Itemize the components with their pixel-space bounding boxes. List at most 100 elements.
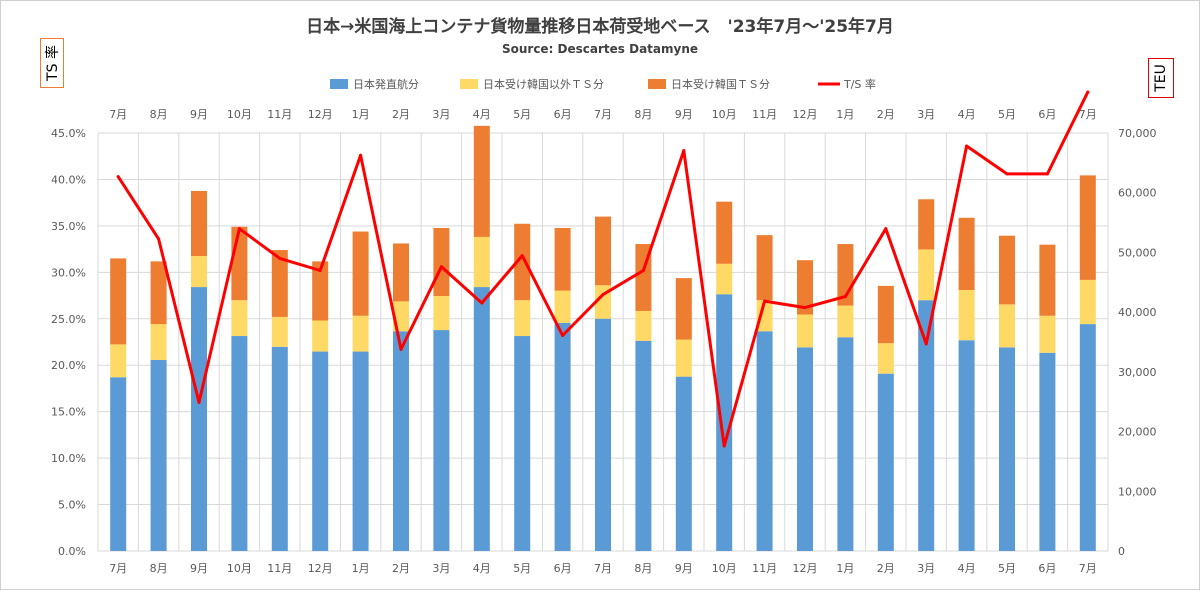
x-tick-label-bottom: 9月 <box>190 562 208 575</box>
bar-segment-0 <box>231 336 248 551</box>
x-tick-label-top: 1月 <box>352 108 370 121</box>
y-left-tick-label: 20.0% <box>51 359 86 372</box>
bar-segment-0 <box>312 351 329 551</box>
bar-segment-0 <box>110 377 127 551</box>
ts-rate-point <box>965 144 969 148</box>
bar-segment-2 <box>312 261 329 321</box>
bar-segment-0 <box>554 322 571 551</box>
y-left-tick-label: 0.0% <box>58 545 86 558</box>
bar-segment-2 <box>918 199 935 250</box>
bar-segment-1 <box>1039 315 1056 353</box>
bar-segment-1 <box>554 290 571 323</box>
bar-segment-2 <box>473 125 490 237</box>
x-tick-label-bottom: 2月 <box>392 562 410 575</box>
x-tick-label-bottom: 12月 <box>793 562 818 575</box>
bar-segment-0 <box>675 376 692 551</box>
bar-segment-1 <box>150 324 167 360</box>
bar-segment-0 <box>473 287 490 551</box>
ts-rate-point <box>359 153 363 157</box>
bar-segment-2 <box>797 260 813 315</box>
y-right-tick-label: 50,000 <box>1118 246 1157 259</box>
bar-segment-1 <box>1079 279 1096 325</box>
bar-segment-2 <box>1079 175 1096 280</box>
ts-rate-point <box>561 333 565 337</box>
legend-swatch-1 <box>460 79 478 89</box>
bar-segment-2 <box>716 201 733 264</box>
chart-subtitle: Source: Descartes Datamyne <box>501 42 699 56</box>
x-tick-label-bottom: 3月 <box>917 562 935 575</box>
y-right-tick-label: 10,000 <box>1118 485 1157 498</box>
y-right-tick-label: 30,000 <box>1118 366 1157 379</box>
y-left-tick-label: 40.0% <box>51 173 86 186</box>
bar-segment-0 <box>797 347 813 551</box>
bar-segment-2 <box>150 261 167 325</box>
x-tick-label-top: 9月 <box>190 108 208 121</box>
x-tick-label-bottom: 8月 <box>150 562 168 575</box>
bar-segment-2 <box>514 223 531 301</box>
x-tick-label-bottom: 5月 <box>513 562 531 575</box>
x-tick-label-top: 4月 <box>958 108 976 121</box>
bar-segment-1 <box>514 300 531 337</box>
bar-segment-2 <box>1039 244 1056 316</box>
ts-rate-point <box>399 347 403 351</box>
x-tick-label-bottom: 9月 <box>675 562 693 575</box>
x-tick-label-top: 6月 <box>1038 108 1056 121</box>
ts-rate-point <box>197 400 201 404</box>
bar-segment-1 <box>716 263 733 295</box>
legend-label-3: T/S 率 <box>843 77 876 91</box>
x-tick-label-bottom: 1月 <box>836 562 854 575</box>
bar-segment-2 <box>271 250 288 317</box>
bar-segment-2 <box>433 227 450 297</box>
x-tick-label-bottom: 7月 <box>109 562 127 575</box>
right-axis-label-box: TEU <box>1148 58 1174 98</box>
bar-segment-0 <box>433 330 450 551</box>
y-right-tick-label: 70,000 <box>1118 127 1157 140</box>
x-tick-label-top: 8月 <box>150 108 168 121</box>
x-tick-label-top: 2月 <box>392 108 410 121</box>
legend-label-1: 日本受け韓国以外ＴＳ分 <box>483 77 604 91</box>
x-tick-label-bottom: 11月 <box>267 562 292 575</box>
legend-swatch-2 <box>648 79 666 89</box>
x-tick-label-top: 4月 <box>473 108 491 121</box>
bar-segment-0 <box>514 336 531 551</box>
x-tick-label-bottom: 12月 <box>308 562 333 575</box>
bar-segment-0 <box>393 331 409 551</box>
y-left-tick-label: 5.0% <box>58 499 86 512</box>
x-tick-label-bottom: 1月 <box>352 562 370 575</box>
y-left-tick-label: 45.0% <box>51 127 86 140</box>
x-tick-label-top: 6月 <box>554 108 572 121</box>
x-tick-label-top: 11月 <box>752 108 777 121</box>
bar-segment-1 <box>191 256 207 288</box>
bar-segment-1 <box>352 315 369 352</box>
bar-segment-0 <box>756 331 773 551</box>
bar-segment-1 <box>473 236 490 288</box>
bar-segment-0 <box>1039 352 1056 551</box>
x-tick-label-top: 7月 <box>1079 108 1097 121</box>
y-left-tick-label: 35.0% <box>51 220 86 233</box>
x-tick-label-bottom: 11月 <box>752 562 777 575</box>
bar-segment-2 <box>999 235 1015 305</box>
ts-rate-point <box>601 293 605 297</box>
bar-segment-0 <box>716 294 733 551</box>
x-tick-label-top: 7月 <box>594 108 612 121</box>
ts-rate-point <box>843 294 847 298</box>
bar-segment-0 <box>191 287 207 551</box>
x-tick-label-top: 2月 <box>877 108 895 121</box>
bar-segment-0 <box>999 347 1015 551</box>
bar-segment-2 <box>675 278 692 340</box>
bar-segment-0 <box>352 351 369 551</box>
ts-rate-point <box>278 256 282 260</box>
bar-segment-0 <box>837 337 854 551</box>
bar-segment-1 <box>877 343 894 374</box>
x-tick-label-top: 10月 <box>712 108 737 121</box>
x-tick-label-top: 10月 <box>227 108 252 121</box>
bar-segment-0 <box>271 346 288 551</box>
ts-rate-point <box>884 227 888 231</box>
ts-rate-point <box>1005 172 1009 176</box>
x-tick-label-top: 3月 <box>432 108 450 121</box>
ts-rate-point <box>116 175 120 179</box>
x-tick-label-bottom: 6月 <box>1038 562 1056 575</box>
x-tick-label-top: 5月 <box>998 108 1016 121</box>
ts-rate-point <box>682 149 686 153</box>
bar-segment-1 <box>675 339 692 377</box>
